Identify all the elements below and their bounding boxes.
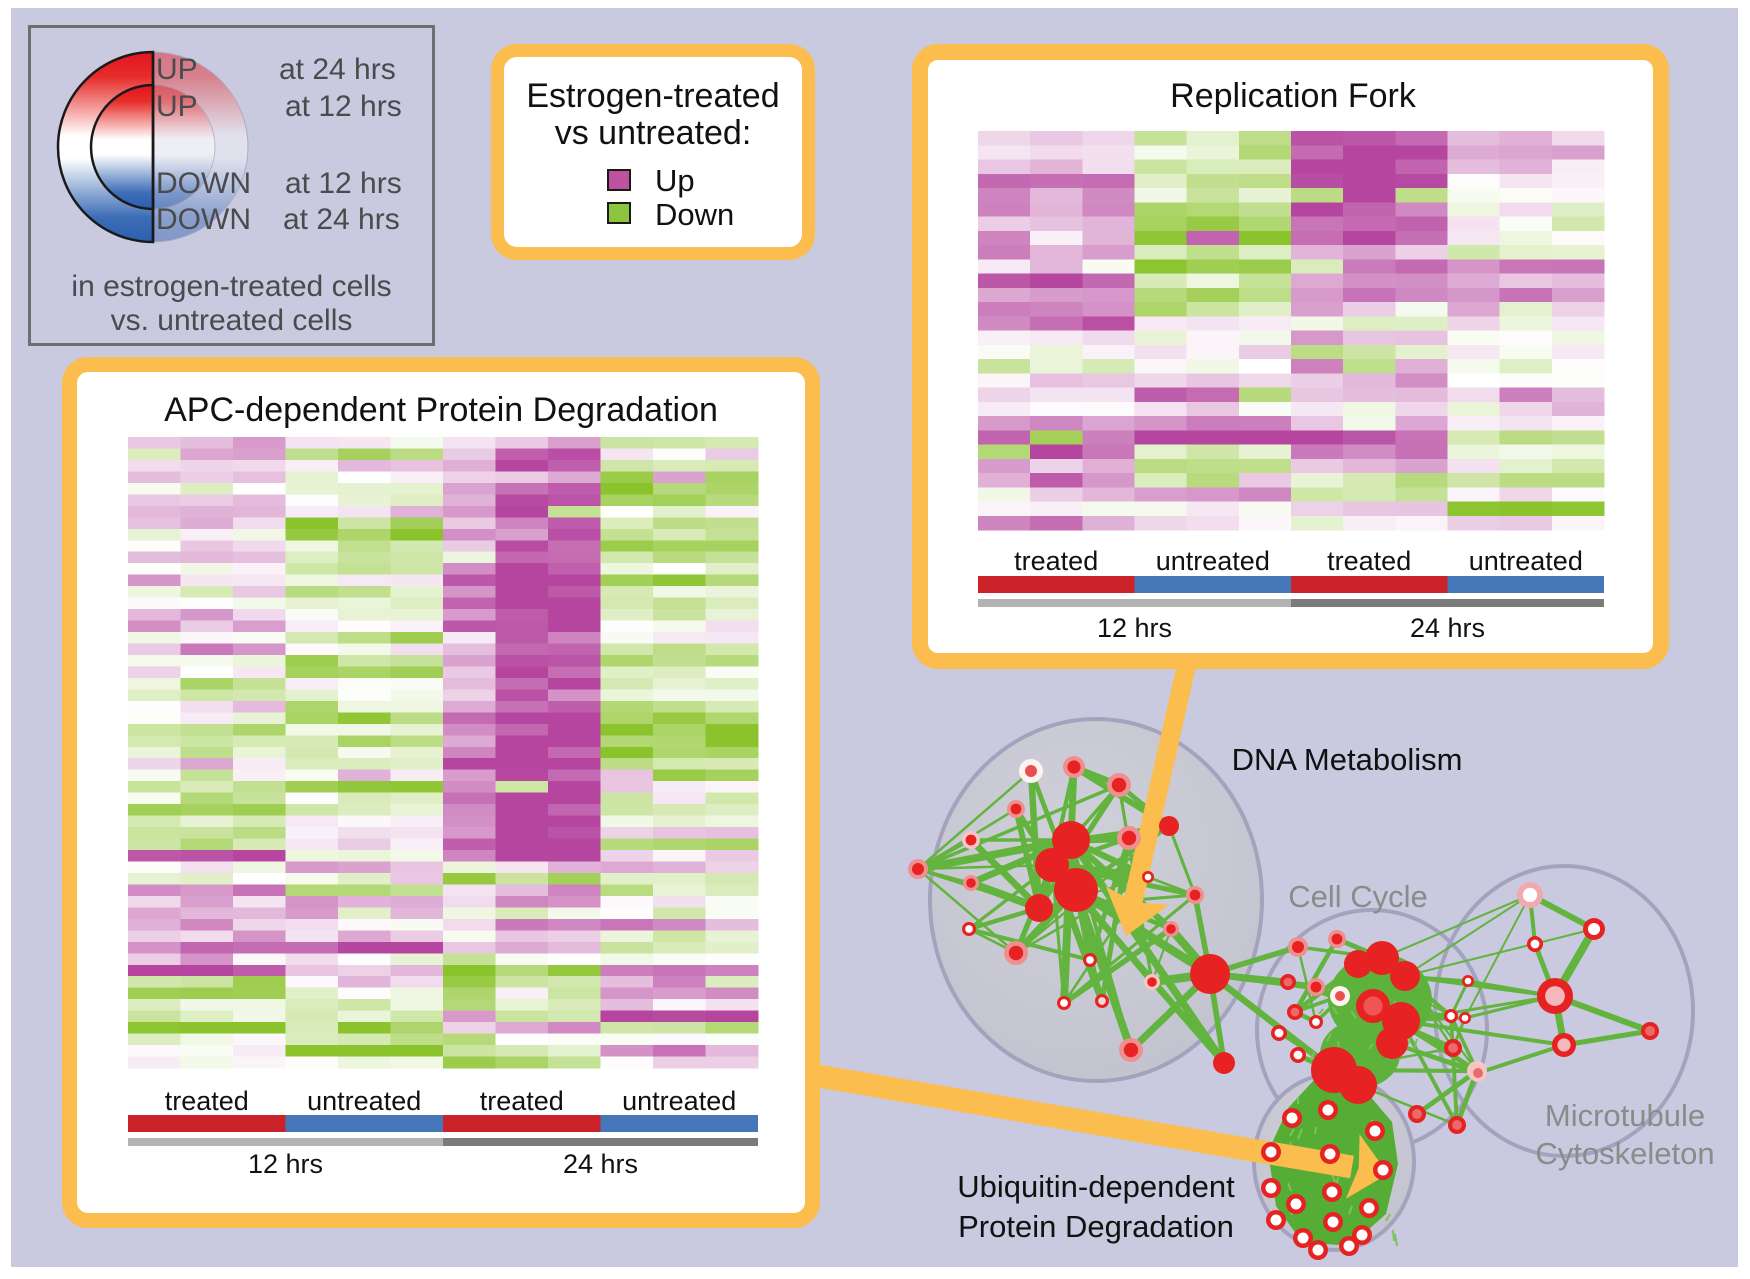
svg-text:24 hrs: 24 hrs (1410, 613, 1485, 643)
svg-text:12 hrs: 12 hrs (1097, 613, 1172, 643)
svg-text:Protein Degradation: Protein Degradation (958, 1209, 1234, 1244)
svg-text:untreated: untreated (622, 1086, 736, 1116)
svg-text:DNA Metabolism: DNA Metabolism (1232, 742, 1463, 777)
svg-text:Replication Fork: Replication Fork (1170, 77, 1417, 115)
svg-text:treated: treated (165, 1086, 249, 1116)
svg-text:Microtubule: Microtubule (1545, 1098, 1705, 1133)
svg-text:untreated: untreated (1156, 546, 1270, 576)
svg-text:treated: treated (1327, 546, 1411, 576)
svg-text:Ubiquitin-dependent: Ubiquitin-dependent (957, 1169, 1235, 1204)
svg-text:24 hrs: 24 hrs (563, 1149, 638, 1179)
svg-text:APC-dependent Protein Degradat: APC-dependent Protein Degradation (164, 391, 718, 429)
svg-text:treated: treated (480, 1086, 564, 1116)
svg-text:untreated: untreated (307, 1086, 421, 1116)
svg-text:Cytoskeleton: Cytoskeleton (1535, 1136, 1714, 1171)
svg-text:treated: treated (1014, 546, 1098, 576)
svg-text:untreated: untreated (1469, 546, 1583, 576)
svg-text:Cell Cycle: Cell Cycle (1288, 879, 1428, 914)
svg-text:12 hrs: 12 hrs (248, 1149, 323, 1179)
